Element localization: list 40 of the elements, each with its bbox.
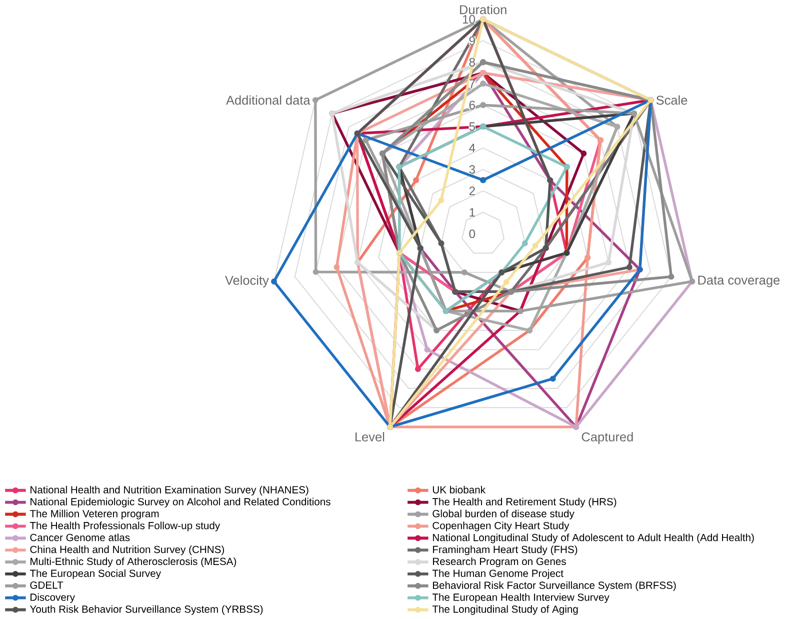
legend-label: GDELT (30, 581, 64, 589)
legend-label: The Health Professionals Follow-up study (30, 522, 220, 532)
legend-label: The Longitudinal Study of Aging (432, 605, 578, 615)
y-tick-label: 2 (469, 186, 475, 196)
spoke-label: Scale (656, 95, 688, 105)
legend-label: The Human Genome Project (432, 569, 564, 579)
legend-label: Behavioral Risk Factor Surveillance System (BRFSS) (433, 581, 676, 591)
legend-label: The European Health Interview Survey (432, 593, 610, 603)
legend-label: Global burden of disease study (432, 510, 574, 520)
legend-label: The European Social Survey (30, 569, 162, 579)
legend-label: National Longitudinal Study of Adolescent to Adult Health (Add Health) (433, 534, 754, 544)
legend-label: National Health and Nutrition Examination Survey (NHANES) (30, 486, 308, 496)
legend-label: Cancer Genome atlas (30, 534, 130, 542)
spoke-label: Data coverage (698, 276, 780, 288)
legend-label: The Health and Retirement Study (HRS) (432, 498, 616, 508)
y-tick-label: 4 (469, 144, 476, 152)
y-tick-label: 9 (469, 36, 475, 45)
legend-label: The Million Veteren program (30, 510, 159, 520)
spoke-label: Additional data (226, 95, 310, 105)
legend-label: China Health and Nutrition Survey (CHNS) (30, 545, 224, 556)
legend-label: Youth Risk Behavior Surveillance System (YRBSS) (30, 605, 263, 615)
legend-label: National Epidemiologic Survey on Alcohol and Related Conditions (30, 498, 330, 508)
y-tick-label: 6 (469, 100, 475, 110)
spoke-label: Duration (460, 4, 506, 14)
y-tick-label: 5 (469, 122, 476, 131)
spoke-label: Captured (582, 432, 633, 444)
y-tick-label: 0 (469, 229, 476, 238)
legend-label: Multi-Ethnic Study of Atherosclerosis (MESA) (30, 557, 236, 568)
y-tick-label: 3 (469, 165, 475, 174)
spoke-label: Velocity (225, 275, 269, 288)
y-tick-label: 7 (469, 79, 475, 88)
legend-label: Framingham Heart Study (FHS) (433, 545, 578, 556)
y-tick-label: 1 (470, 208, 475, 216)
legend-label: Copenhagen City Heart Study (432, 522, 570, 532)
legend-label: Discovery (30, 593, 75, 603)
y-tick-label: 8 (469, 58, 475, 66)
spoke-label: Level (356, 432, 384, 442)
y-tick-label: 10 (462, 14, 476, 24)
legend-label: Research Program on Genes (433, 557, 566, 568)
legend-label: UK biobank (432, 486, 486, 494)
